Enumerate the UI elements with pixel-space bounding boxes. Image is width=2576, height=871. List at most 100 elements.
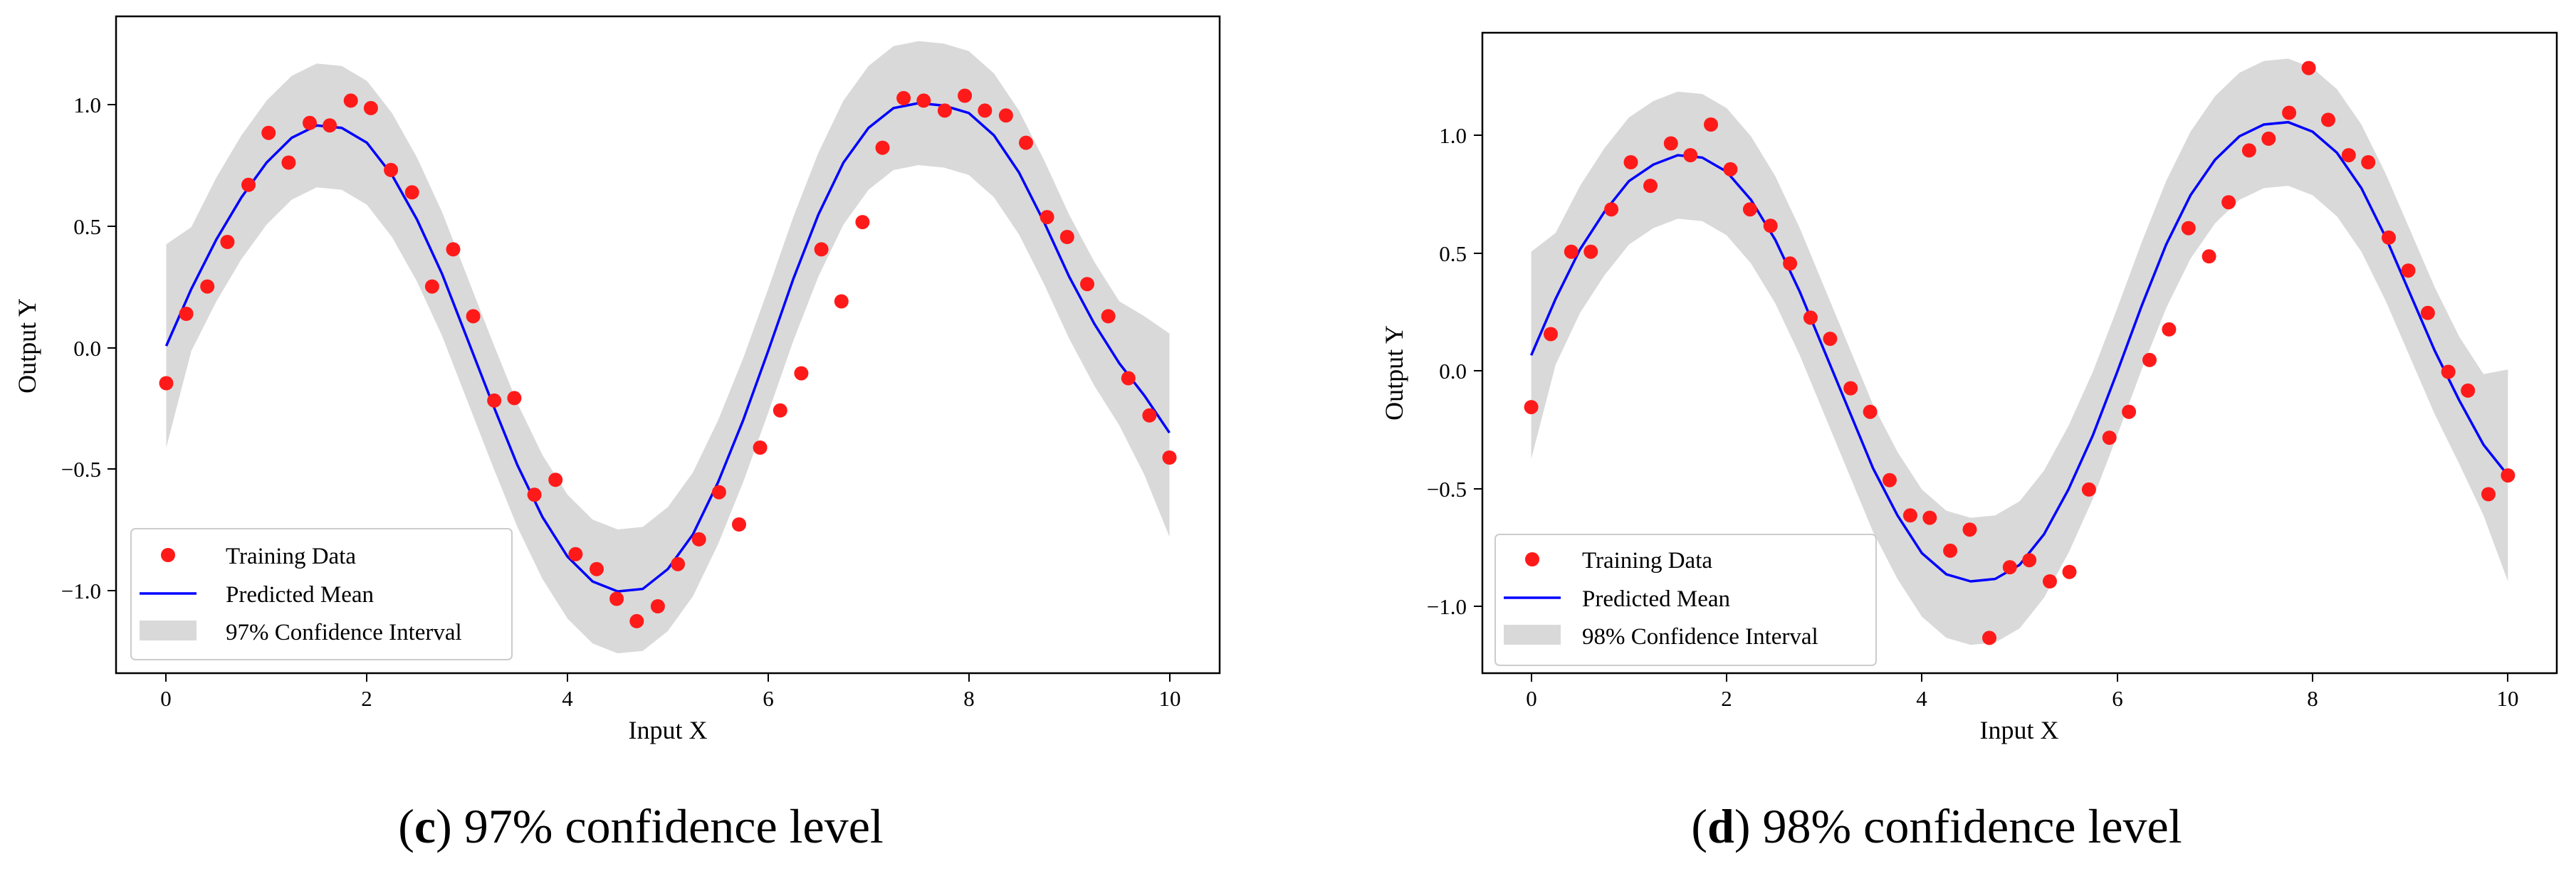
training-point-d-26: [2043, 574, 2057, 588]
x-ticks-d: 0 2 4 6 8 10: [1526, 673, 2519, 711]
training-point-c-33: [834, 294, 849, 309]
caption-text-c: 97% confidence level: [464, 799, 884, 853]
training-point-c-39: [958, 88, 973, 103]
training-point-d-45: [2420, 305, 2435, 320]
training-point-c-15: [466, 309, 481, 324]
training-point-d-32: [2162, 322, 2177, 337]
legend-d: Training Data Predicted Mean 98% Confide…: [1494, 534, 1877, 666]
training-point-d-41: [2341, 148, 2356, 163]
training-point-d-6: [1643, 179, 1658, 194]
y-tick-label-c-3: 0.5: [73, 214, 101, 239]
training-point-d-17: [1863, 404, 1878, 419]
legend-label-mean-d: Predicted Mean: [1582, 586, 1730, 612]
legend-label-mean-c: Predicted Mean: [226, 582, 374, 608]
training-point-c-28: [732, 517, 746, 532]
training-point-d-2: [1564, 244, 1578, 259]
caption-text-d: 98% confidence level: [1763, 799, 2182, 853]
training-point-c-38: [937, 103, 952, 118]
caption-letter-d: d: [1707, 799, 1734, 853]
training-point-d-38: [2282, 105, 2297, 120]
training-point-c-11: [384, 162, 399, 177]
training-point-d-20: [1922, 510, 1937, 525]
training-point-c-22: [609, 591, 624, 606]
x-axis-label-d: Input X: [1980, 716, 2059, 744]
training-point-d-25: [2022, 553, 2037, 568]
y-ticks-c: −1.0 −0.5 0.0 0.5 1.0: [61, 93, 116, 603]
training-point-c-23: [629, 613, 644, 628]
training-point-c-13: [424, 279, 439, 294]
legend-box-c: [130, 528, 513, 660]
x-tick-label-d-3: 6: [2112, 686, 2123, 711]
points-group-d: [1524, 60, 2515, 645]
y-tick-label-d-2: 0.0: [1439, 359, 1467, 384]
training-point-c-0: [159, 376, 174, 391]
caption-d: (d) 98% confidence level: [1691, 799, 2182, 853]
training-point-d-22: [1962, 522, 1977, 537]
training-point-c-44: [1059, 230, 1074, 244]
training-point-d-1: [1544, 327, 1558, 342]
training-point-d-15: [1823, 332, 1838, 347]
y-axis-label-c: Output Y: [13, 298, 41, 394]
training-point-c-1: [179, 307, 194, 321]
training-point-c-25: [671, 556, 686, 571]
training-point-c-4: [241, 177, 256, 192]
training-point-d-46: [2441, 364, 2456, 379]
training-point-d-43: [2382, 230, 2396, 245]
y-tick-label-c-1: −0.5: [61, 457, 101, 482]
training-point-d-16: [1843, 381, 1858, 396]
training-point-c-16: [487, 393, 502, 408]
training-point-c-7: [303, 115, 317, 130]
training-point-d-37: [2261, 131, 2276, 146]
training-point-d-11: [1742, 202, 1757, 217]
training-point-d-44: [2401, 263, 2416, 278]
y-tick-label-d-4: 1.0: [1439, 123, 1467, 148]
legend-marker-points-c: [161, 548, 175, 562]
training-point-d-30: [2122, 404, 2137, 419]
training-point-d-42: [2361, 155, 2376, 169]
training-point-c-24: [650, 599, 665, 613]
training-point-d-0: [1524, 400, 1539, 415]
training-point-d-9: [1704, 117, 1718, 132]
training-point-c-31: [794, 366, 809, 381]
training-point-c-3: [220, 235, 235, 249]
points-group-c: [159, 88, 1177, 628]
y-axis-label-d: Output Y: [1380, 325, 1408, 421]
training-point-d-40: [2321, 112, 2335, 127]
x-tick-label-c-5: 10: [1159, 686, 1181, 711]
y-tick-label-c-0: −1.0: [61, 579, 101, 603]
y-ticks-d: −1.0 −0.5 0.0 0.5 1.0: [1427, 123, 1482, 619]
training-point-c-42: [1019, 135, 1033, 150]
legend-label-ci-d: 98% Confidence Interval: [1582, 624, 1818, 650]
training-point-c-27: [711, 485, 726, 500]
training-point-c-29: [753, 440, 768, 455]
training-point-c-19: [548, 473, 563, 487]
training-point-d-4: [1604, 202, 1619, 217]
training-point-c-32: [814, 242, 829, 257]
y-tick-label-d-1: −0.5: [1427, 477, 1467, 502]
training-point-c-20: [568, 547, 583, 561]
training-point-d-21: [1943, 543, 1958, 558]
x-tick-label-d-5: 10: [2497, 686, 2519, 711]
training-point-d-35: [2221, 195, 2236, 210]
x-tick-label-c-2: 4: [562, 686, 573, 711]
legend-marker-band-d: [1504, 625, 1561, 645]
training-point-c-40: [978, 103, 993, 118]
training-point-d-10: [1723, 162, 1738, 176]
training-point-c-2: [200, 279, 215, 294]
training-point-c-21: [590, 561, 604, 576]
legend-marker-band-c: [140, 621, 197, 640]
legend-label-training-c: Training Data: [226, 544, 356, 569]
x-tick-label-d-1: 2: [1721, 686, 1732, 711]
training-point-c-36: [896, 90, 911, 105]
x-tick-label-d-0: 0: [1526, 686, 1537, 711]
training-point-c-8: [323, 118, 337, 133]
training-point-d-7: [1663, 136, 1678, 151]
training-point-c-17: [507, 391, 522, 406]
training-point-d-31: [2142, 352, 2157, 367]
training-point-d-27: [2062, 564, 2077, 579]
panel-d: 0 2 4 6 8 10 −1.0 −0.5 0.0 0.5 1.0 Input…: [1380, 31, 2558, 853]
training-point-d-3: [1583, 244, 1598, 259]
legend-box-d: [1494, 534, 1877, 666]
y-tick-label-c-4: 1.0: [73, 93, 101, 117]
